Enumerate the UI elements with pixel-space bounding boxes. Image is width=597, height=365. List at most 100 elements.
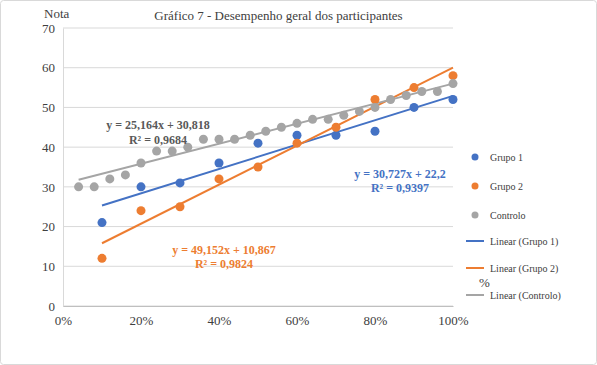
- point: [410, 83, 419, 92]
- y-tick: 0: [49, 299, 64, 314]
- trend-line: [102, 96, 453, 206]
- y-tick: 50: [42, 100, 63, 115]
- x-axis-line: [64, 306, 454, 307]
- legend-swatch: [472, 154, 479, 161]
- point: [137, 182, 146, 191]
- point: [176, 202, 185, 211]
- point: [449, 95, 458, 104]
- grid-line: [63, 266, 453, 267]
- point: [293, 131, 302, 140]
- point: [371, 127, 380, 136]
- point: [98, 254, 107, 263]
- x-axis: 0% 20% 40% 60% 80% 100%: [55, 306, 469, 328]
- point: [332, 131, 341, 140]
- point: [261, 127, 270, 136]
- point: [254, 163, 263, 172]
- grid-line: [63, 306, 453, 307]
- point: [277, 123, 286, 132]
- legend: Grupo 1 Grupo 2 Controlo Linear (Grupo 1) Li…: [466, 152, 561, 302]
- legend-item: Grupo 1: [472, 152, 524, 163]
- x-tick: 80%: [364, 306, 388, 328]
- y-tick: 20: [42, 219, 63, 234]
- point: [332, 123, 341, 132]
- y-tick: 10: [42, 259, 63, 274]
- point: [230, 135, 239, 144]
- annotation: R² = 0,9397: [371, 181, 429, 195]
- legend-item: Linear (Grupo 2): [466, 263, 558, 275]
- point: [449, 79, 458, 88]
- point: [176, 178, 185, 187]
- y-tick-label: 20: [42, 219, 55, 234]
- y-axis: 0 10 20 30 40 50 60 70: [42, 21, 64, 314]
- point: [246, 131, 255, 140]
- y-tick-label: 10: [42, 259, 55, 274]
- x-tick: 60%: [286, 306, 310, 328]
- legend-item: Linear (Grupo 1): [466, 236, 558, 248]
- annotation: y = 25,164x + 30,818: [106, 118, 210, 132]
- trend-line: [79, 84, 453, 180]
- grid-line: [63, 226, 453, 227]
- legend-swatch: [466, 240, 484, 242]
- y-tick-label: 50: [42, 100, 55, 115]
- trend-line: [102, 68, 453, 244]
- y-tick-label: 30: [42, 180, 55, 195]
- chart: Gráfico 7 - Desempenho geral dos partici…: [0, 0, 597, 365]
- x-tick: 100%: [438, 306, 469, 328]
- point: [254, 139, 263, 148]
- point: [168, 147, 177, 156]
- grid: [63, 28, 453, 306]
- grid-line: [63, 28, 453, 29]
- legend-item: Grupo 2: [472, 181, 524, 192]
- legend-item: Controlo: [472, 210, 526, 221]
- y-tick: 70: [42, 21, 63, 36]
- point: [137, 159, 146, 168]
- legend-label: Grupo 2: [490, 181, 523, 192]
- chart-title: Gráfico 7 - Desempenho geral dos partici…: [154, 8, 402, 23]
- x-tick: 20%: [130, 306, 154, 328]
- y-tick-label: 60: [42, 60, 55, 75]
- x-tick-label: 20%: [130, 313, 154, 328]
- y-tick: 60: [42, 60, 63, 75]
- point: [152, 147, 161, 156]
- chart-border: [1, 1, 597, 365]
- x-tick-label: 40%: [208, 313, 232, 328]
- point: [199, 135, 208, 144]
- annotation: R² = 0,9684: [129, 133, 187, 147]
- legend-label: Grupo 1: [490, 152, 523, 163]
- point: [215, 159, 224, 168]
- x-tick-label: 0%: [55, 313, 73, 328]
- x-axis-title: %: [479, 275, 490, 290]
- point: [371, 95, 380, 104]
- legend-swatch: [472, 183, 479, 190]
- plot-area: [74, 68, 457, 263]
- point: [90, 182, 99, 191]
- point: [449, 71, 458, 80]
- y-tick-label: 0: [49, 299, 56, 314]
- grid-line: [63, 107, 453, 108]
- point: [98, 218, 107, 227]
- point: [402, 91, 411, 100]
- point: [293, 119, 302, 128]
- legend-item: Linear (Controlo): [466, 290, 561, 302]
- y-tick-label: 40: [42, 140, 55, 155]
- legend-label: Linear (Grupo 1): [490, 236, 558, 248]
- point: [339, 111, 348, 120]
- legend-swatch: [466, 267, 484, 269]
- legend-label: Linear (Controlo): [490, 290, 561, 302]
- point: [410, 103, 419, 112]
- y-tick: 30: [42, 180, 63, 195]
- point: [433, 87, 442, 96]
- point: [74, 182, 83, 191]
- annotations: y = 25,164x + 30,818R² = 0,9684y = 30,72…: [106, 118, 446, 271]
- point: [293, 139, 302, 148]
- legend-swatch: [466, 294, 484, 296]
- point: [121, 170, 130, 179]
- point: [355, 107, 364, 116]
- point: [417, 87, 426, 96]
- legend-swatch: [472, 212, 479, 219]
- point: [386, 95, 395, 104]
- point: [215, 135, 224, 144]
- y-tick-label: 70: [42, 21, 55, 36]
- point: [324, 115, 333, 124]
- y-axis-title: Nota: [44, 6, 70, 21]
